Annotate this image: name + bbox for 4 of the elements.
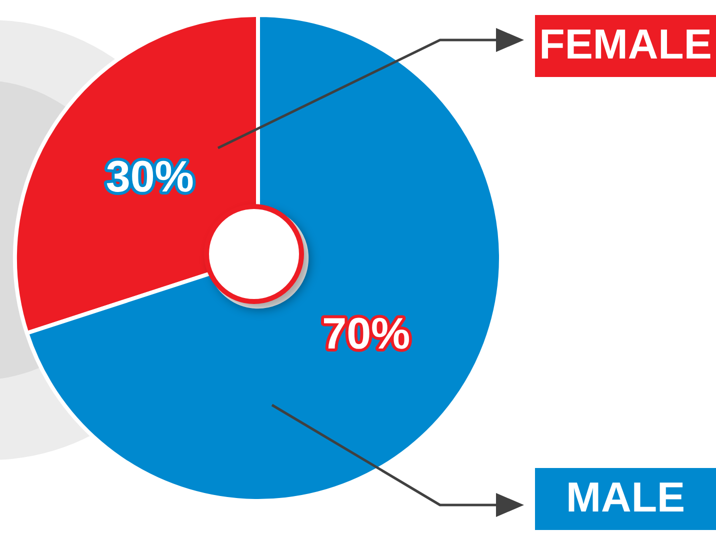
slice-label: MALE — [566, 474, 685, 521]
slice-label: FEMALE — [539, 20, 712, 68]
data-label: 70% — [322, 310, 410, 359]
data-label: 30% — [106, 152, 194, 202]
